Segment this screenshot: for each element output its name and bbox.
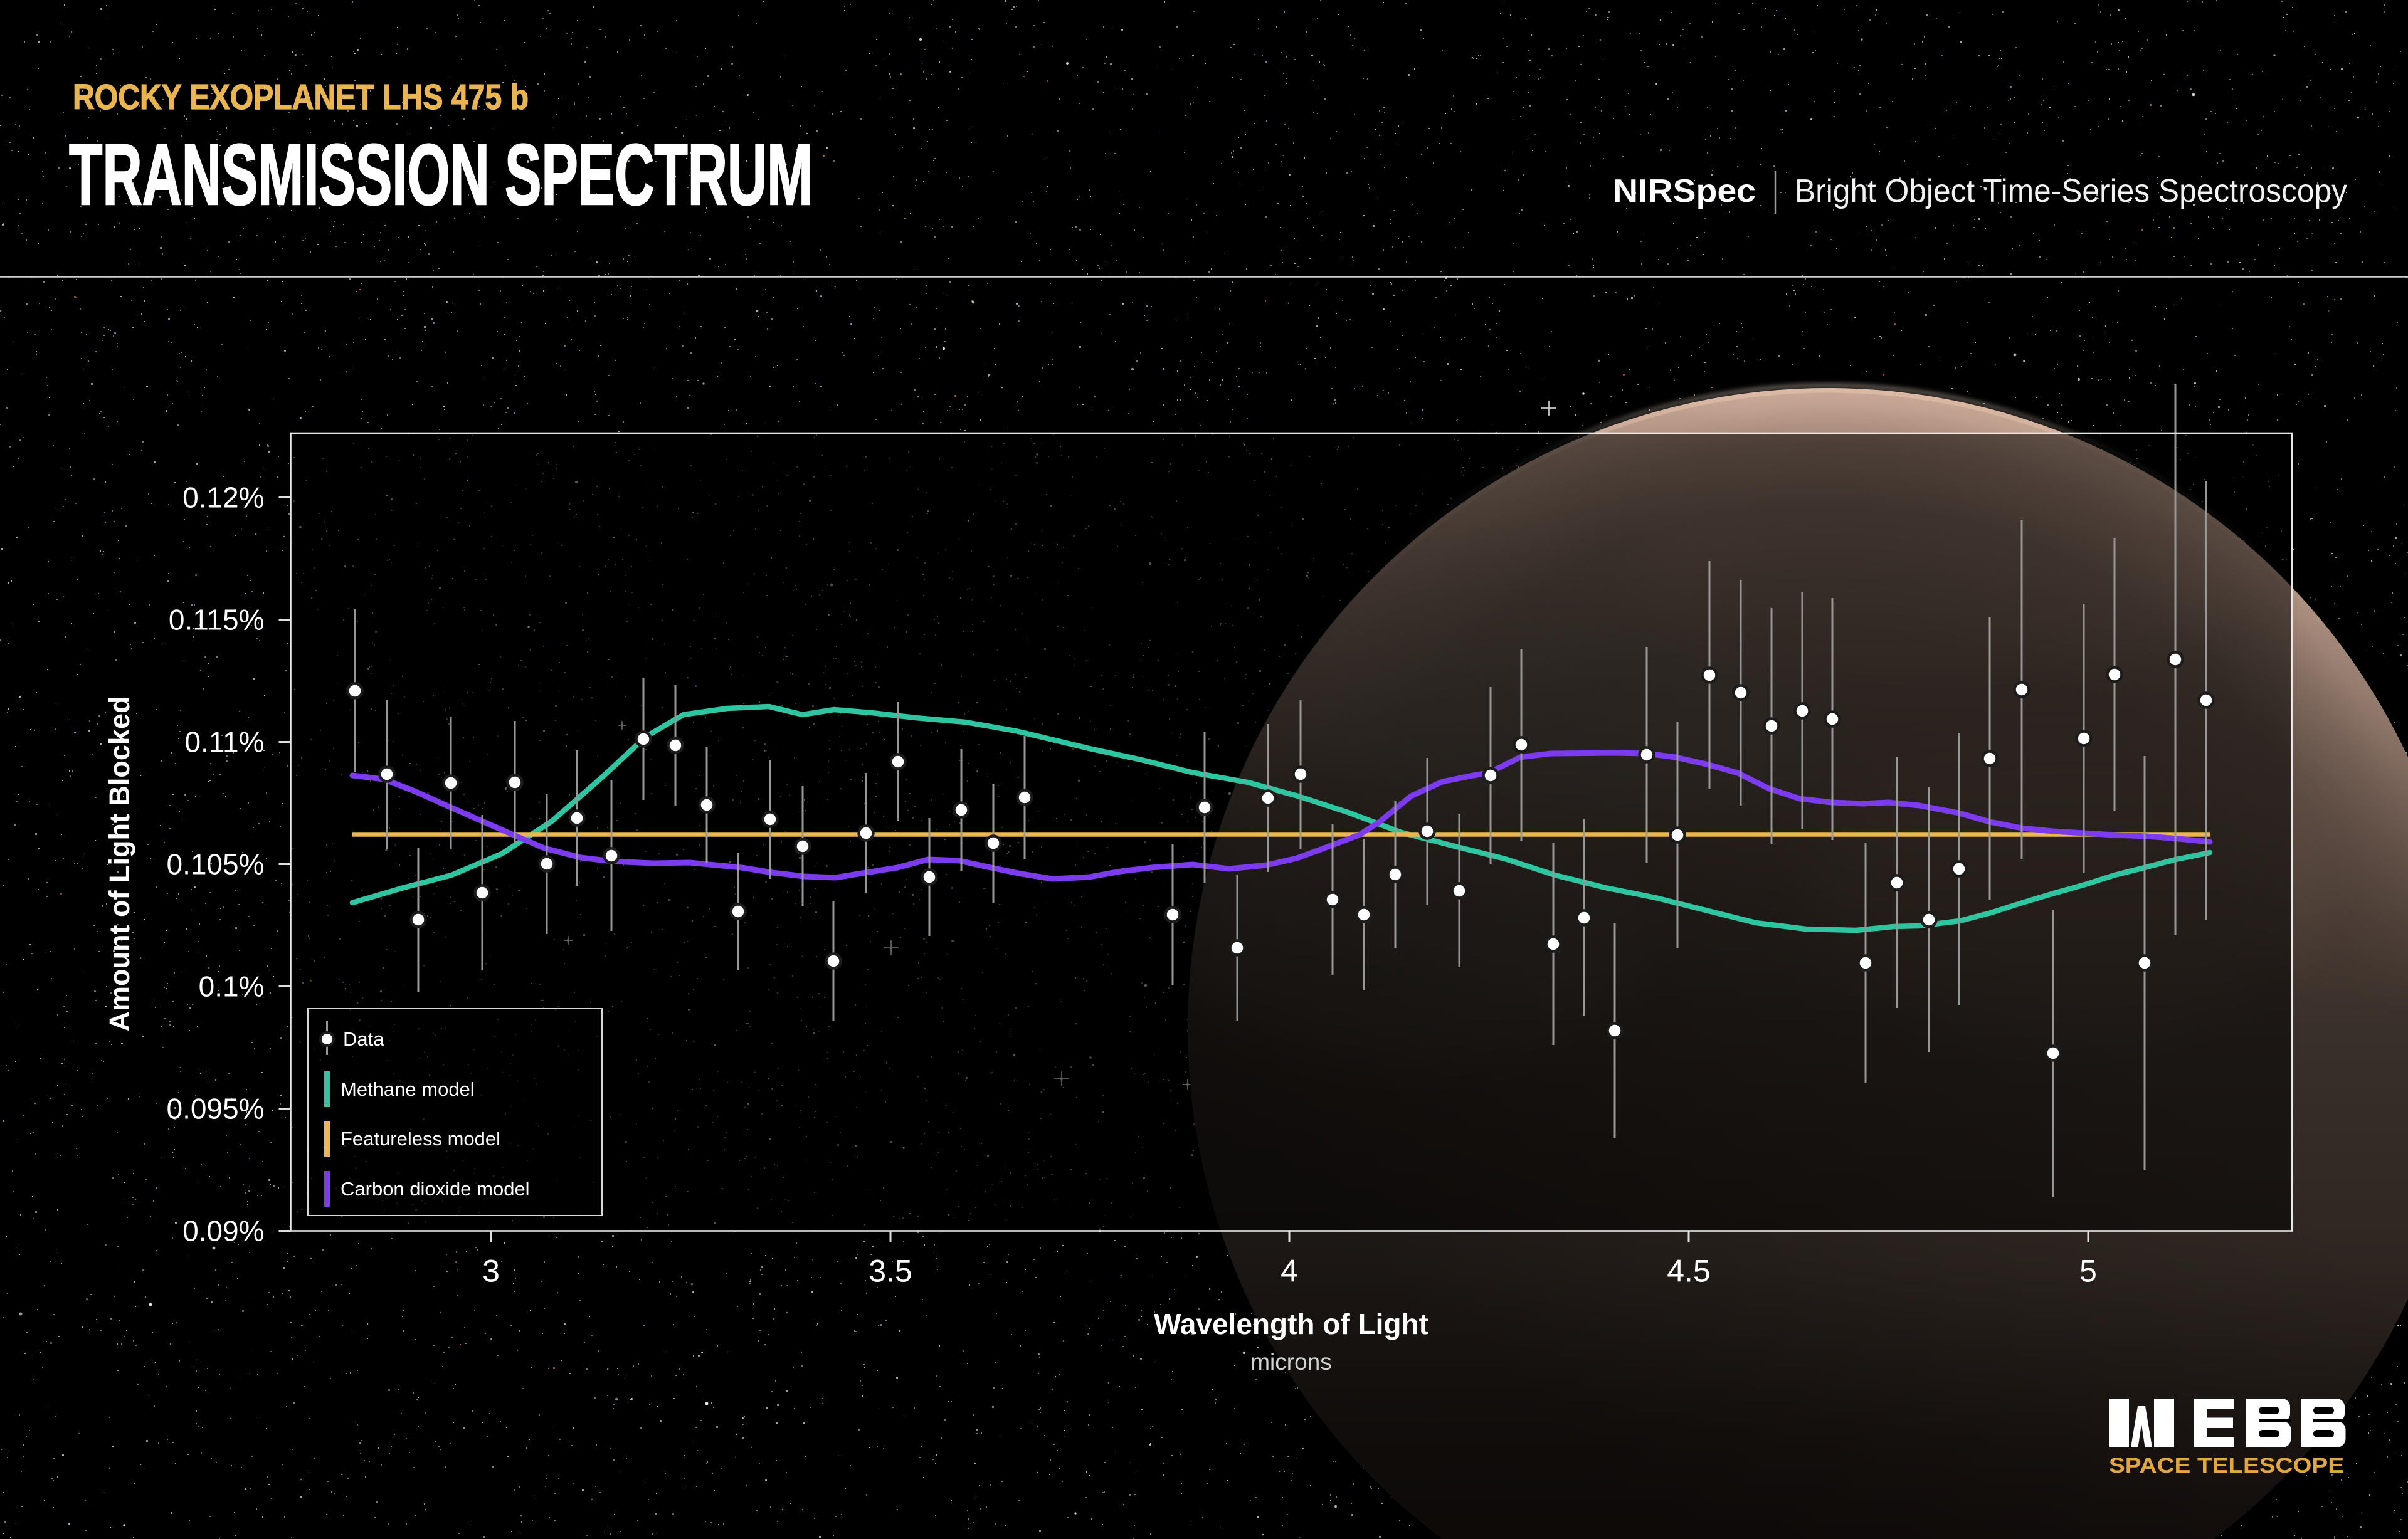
svg-text:TRANSMISSION SPECTRUM: TRANSMISSION SPECTRUM [69,127,813,223]
svg-text:5: 5 [2079,1254,2097,1289]
svg-text:Methane model: Methane model [341,1078,475,1100]
svg-text:Amount of Light Blocked: Amount of Light Blocked [103,696,135,1032]
svg-text:0.09%: 0.09% [182,1215,264,1247]
svg-text:NIRSpec: NIRSpec [1613,173,1756,209]
svg-text:microns: microns [1250,1349,1332,1375]
svg-text:3.5: 3.5 [869,1254,912,1289]
svg-text:0.11%: 0.11% [184,726,264,759]
svg-text:4.5: 4.5 [1667,1254,1711,1289]
svg-text:0.12%: 0.12% [182,481,264,514]
svg-text:4: 4 [1281,1254,1298,1289]
svg-text:Bright Object Time-Series Spec: Bright Object Time-Series Spectroscopy [1795,173,2347,209]
svg-text:3: 3 [482,1254,500,1289]
svg-text:SPACE TELESCOPE: SPACE TELESCOPE [2109,1454,2344,1478]
svg-text:0.115%: 0.115% [169,604,265,636]
svg-text:Carbon dioxide model: Carbon dioxide model [341,1178,530,1200]
svg-text:Wavelength of Light: Wavelength of Light [1154,1308,1428,1340]
svg-text:ROCKY EXOPLANET LHS 475 b: ROCKY EXOPLANET LHS 475 b [73,77,529,117]
svg-text:0.095%: 0.095% [166,1093,264,1125]
svg-text:Data: Data [343,1028,384,1050]
svg-text:Featureless model: Featureless model [341,1128,500,1150]
svg-text:0.1%: 0.1% [199,970,265,1003]
svg-text:0.105%: 0.105% [166,848,264,881]
